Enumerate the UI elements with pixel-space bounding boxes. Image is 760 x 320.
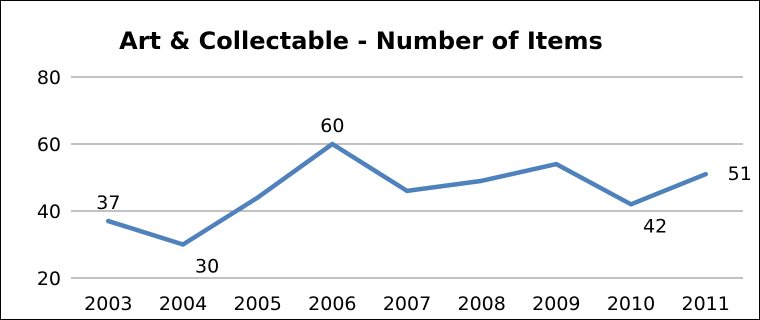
x-tick-label: 2009 bbox=[532, 293, 580, 315]
x-tick-label: 2011 bbox=[681, 293, 729, 315]
data-point bbox=[554, 161, 559, 167]
x-tick-label: 2007 bbox=[383, 293, 431, 315]
y-tick-label: 20 bbox=[37, 268, 61, 290]
data-point bbox=[330, 141, 335, 147]
series-layer bbox=[106, 141, 708, 247]
chart-title: Art & Collectable - Number of Items bbox=[119, 27, 603, 55]
data-point bbox=[180, 242, 186, 247]
y-tick-label: 60 bbox=[37, 134, 61, 156]
data-point bbox=[628, 202, 634, 207]
data-label: 60 bbox=[320, 115, 344, 137]
data-label: 42 bbox=[643, 215, 667, 237]
data-point bbox=[703, 171, 708, 177]
y-tick-label: 40 bbox=[37, 201, 61, 223]
y-axis-ticks: 80 60 40 20 bbox=[37, 67, 61, 290]
data-label: 51 bbox=[728, 163, 752, 185]
gridlines bbox=[71, 76, 743, 279]
y-tick-label: 80 bbox=[37, 67, 61, 89]
data-point bbox=[479, 178, 484, 184]
x-tick-label: 2005 bbox=[233, 293, 281, 315]
data-label: 30 bbox=[195, 256, 219, 278]
data-label: 37 bbox=[96, 192, 120, 214]
x-axis-ticks: 2003 2004 2005 2006 2007 2008 2009 2010 2011 bbox=[84, 293, 730, 315]
x-tick-label: 2010 bbox=[607, 293, 655, 315]
x-tick-label: 2003 bbox=[84, 293, 132, 315]
x-tick-label: 2008 bbox=[457, 293, 505, 315]
x-tick-label: 2004 bbox=[159, 293, 207, 315]
data-point bbox=[255, 195, 260, 200]
x-tick-label: 2006 bbox=[308, 293, 356, 315]
data-labels: 37 30 60 42 51 bbox=[96, 115, 752, 278]
series-line bbox=[106, 141, 708, 247]
data-point bbox=[404, 188, 410, 194]
data-point bbox=[106, 218, 111, 224]
